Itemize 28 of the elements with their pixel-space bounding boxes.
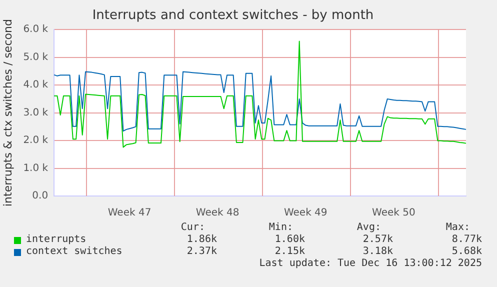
text: Last update: Tue Dec 16 13:00:12 2025 [259,258,482,270]
x-tick-label: Week 49 [284,208,328,219]
x-tick-label: Week 48 [196,208,240,219]
y-tick-label: 2.0 k [23,135,48,146]
legend-label: interrupts [26,234,86,246]
text: 3.18k [362,246,393,258]
chart-title: Interrupts and context switches - by month [92,8,374,24]
text: Cur: [180,222,205,234]
y-tick-label: 3.0 k [23,107,48,118]
text: 2.15k [274,246,305,258]
text: 1.60k [274,234,305,246]
text: Min: [268,222,293,234]
text: 1.86k [186,234,217,246]
text: Avg: [356,222,381,234]
text: 5.68k [452,246,482,258]
y-tick-label: 0.0 [32,190,48,202]
y-axis-title: interrupts & ctx switches / second [1,19,14,207]
text: Max: [446,222,470,234]
y-tick-label: 1.0 k [23,162,48,174]
y-tick-label: 5.0 k [23,52,48,63]
text: 2.37k [186,246,217,258]
x-tick-label: Week 50 [372,208,416,219]
y-tick-label: 4.0 k [23,80,48,91]
text: 8.77k [452,234,482,246]
y-tick-label: 6.0 k [23,24,48,36]
legend-label: context switches [26,246,122,258]
x-tick-label: Week 47 [108,208,152,219]
text: 2.57k [362,234,393,246]
